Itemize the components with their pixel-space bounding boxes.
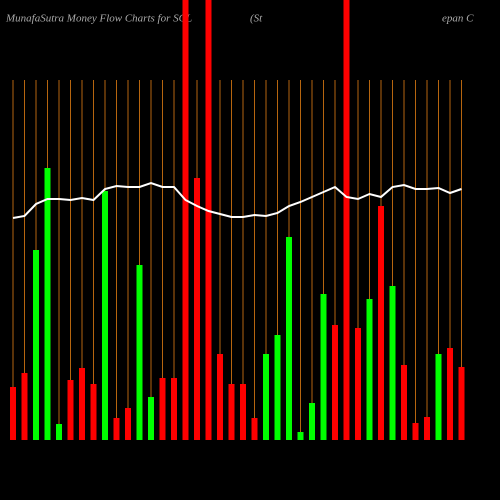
lines — [12, 181, 462, 219]
bar — [79, 368, 85, 440]
bar — [102, 191, 108, 440]
chart-title-part: (St — [250, 13, 263, 25]
bar — [136, 265, 143, 440]
bar — [389, 286, 396, 440]
bar — [424, 417, 430, 440]
bar — [447, 348, 453, 440]
bar — [90, 384, 97, 440]
bar — [251, 418, 258, 440]
bar — [286, 237, 292, 440]
bar — [240, 384, 246, 440]
bar — [228, 384, 235, 440]
bar — [274, 335, 281, 440]
bar — [194, 178, 200, 440]
bar — [33, 250, 39, 440]
bar — [21, 373, 28, 440]
bar — [205, 0, 212, 440]
bar — [332, 325, 338, 440]
bar — [171, 378, 177, 440]
bar — [401, 365, 407, 440]
bar — [309, 403, 315, 440]
bar — [263, 354, 269, 440]
chart-title-part: epan C — [442, 13, 474, 25]
bar — [182, 0, 189, 440]
bar — [159, 378, 166, 440]
bar — [67, 380, 74, 440]
bar — [355, 328, 361, 440]
bar — [297, 432, 304, 440]
bars — [10, 0, 465, 440]
bar — [10, 387, 16, 440]
money-flow-line — [12, 181, 462, 219]
bar — [148, 397, 154, 440]
bar — [217, 354, 223, 440]
bar — [343, 0, 350, 440]
bar — [458, 367, 465, 440]
bar — [378, 206, 384, 440]
bar — [320, 294, 327, 440]
bar — [366, 299, 373, 440]
bar — [113, 418, 120, 440]
bar — [56, 424, 62, 440]
bar — [125, 408, 131, 440]
bar — [435, 354, 442, 440]
bar — [44, 168, 51, 440]
chart-title: MunafaSutra Money Flow Charts for SCL — [5, 13, 192, 25]
bar — [412, 423, 419, 440]
